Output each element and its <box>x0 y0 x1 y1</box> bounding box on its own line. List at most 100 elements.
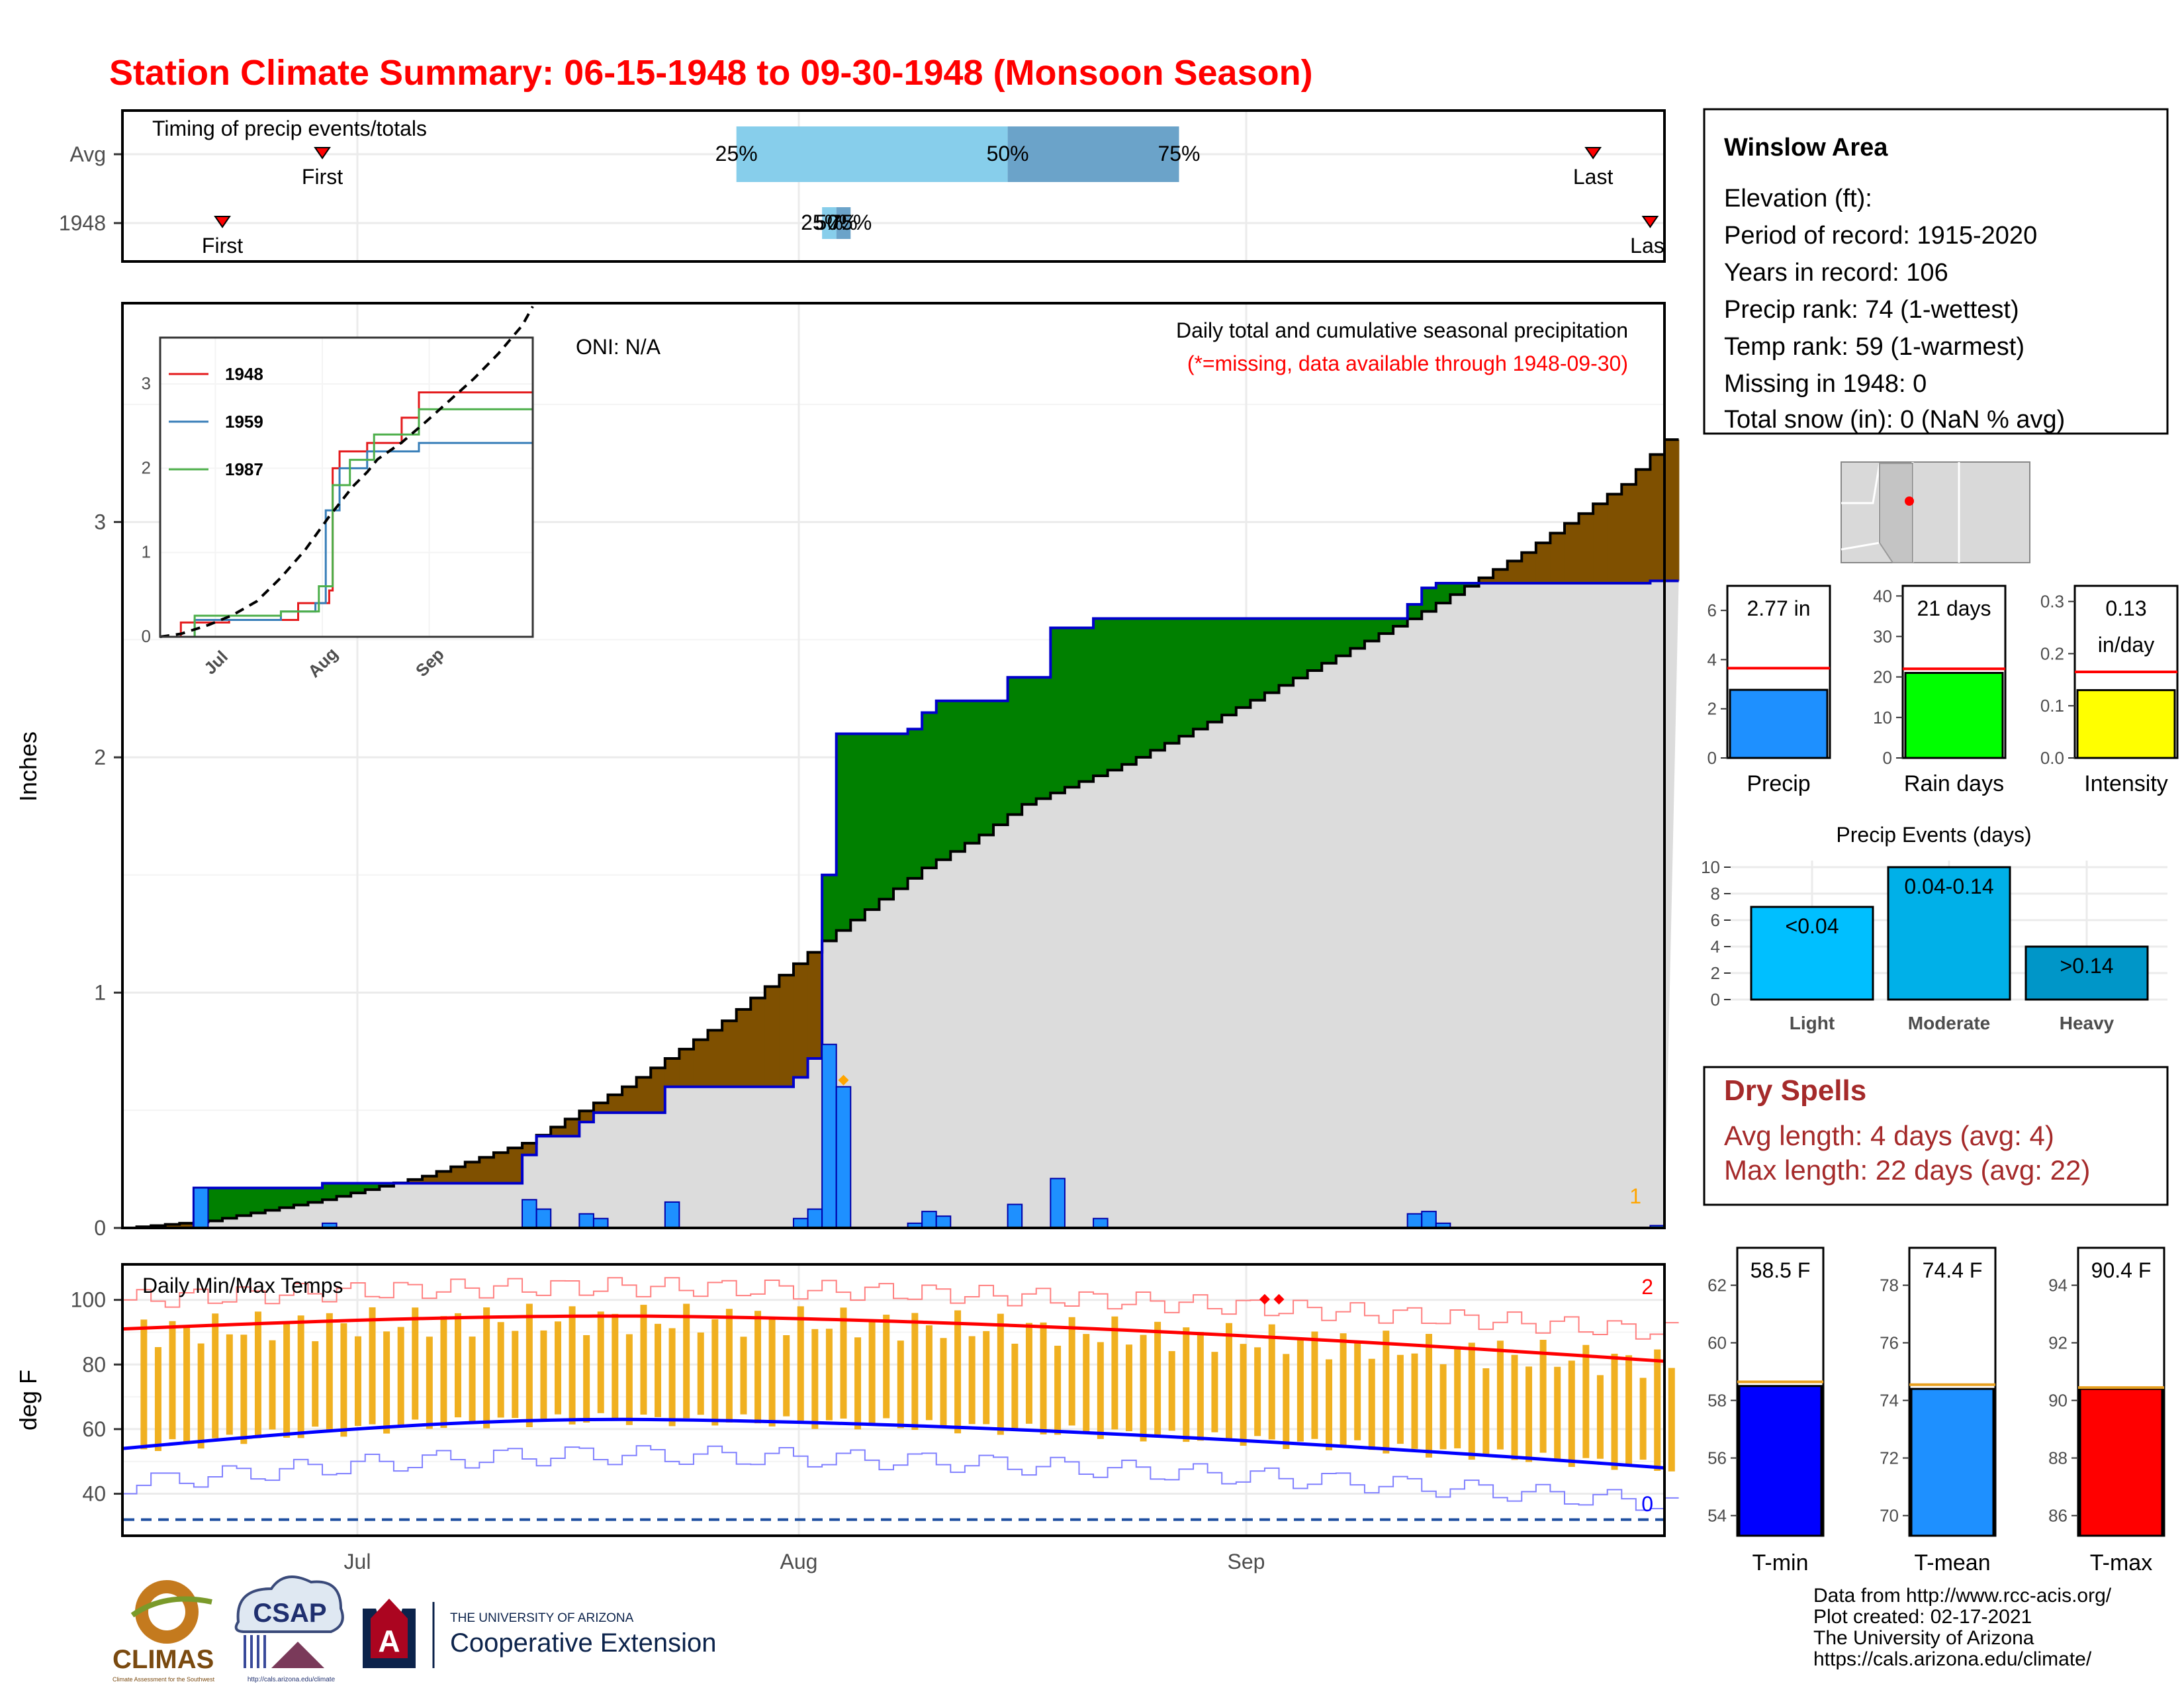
timing-quartile-label: 25% <box>801 211 843 234</box>
cumulative-surplus-area <box>351 1183 366 1194</box>
daily-temp-bar <box>1183 1327 1190 1442</box>
daily-temp-bar <box>497 1322 504 1418</box>
summary-value-label: 2.77 in <box>1747 596 1810 620</box>
record-high-marker <box>1259 1293 1270 1305</box>
daily-temp-bar <box>1525 1366 1533 1462</box>
temp-summary-ytick-label: 92 <box>2048 1333 2068 1353</box>
climas-tagline: Climate Assessment for the Southwest <box>113 1676 215 1683</box>
cumulative-surplus-area <box>1207 618 1223 722</box>
daily-precip-bar <box>578 1213 594 1229</box>
daily-temp-bar <box>612 1313 619 1421</box>
inset-ytick-label: 1 <box>142 542 151 562</box>
events-ytick-label: 10 <box>1701 857 1720 877</box>
daily-precip-bar <box>522 1199 537 1229</box>
daily-temp-bar <box>1140 1335 1147 1442</box>
daily-temp-bar <box>1297 1340 1304 1442</box>
daily-temp-bar <box>269 1340 276 1430</box>
summary-ytick-label: 0.0 <box>2040 748 2064 768</box>
cumulative-surplus-area <box>979 700 994 835</box>
temp-summary-label: T-mean <box>1914 1550 1990 1575</box>
temperature-summary-bars: 54 56 58 60 62 58.5 F T-min 70 72 74 76 78 74.4 F T-m… <box>1707 1246 2165 1575</box>
daily-precip-bar <box>1421 1211 1437 1229</box>
daily-temp-bar <box>354 1336 361 1427</box>
temps-frame <box>121 1263 1666 1537</box>
cumulative-surplus-area <box>1293 618 1308 679</box>
daily-temp-bar <box>555 1321 562 1415</box>
cumulative-surplus-area <box>893 733 909 889</box>
events-range-label: 0.04-0.14 <box>1904 874 1993 898</box>
temps-ytick-label: 100 <box>71 1288 106 1312</box>
temp-summary-ytick-label: 88 <box>2048 1448 2068 1468</box>
precip-ytick-label: 2 <box>94 745 106 769</box>
cumulative-deficit-area <box>436 1171 452 1184</box>
cumulative-surplus-area <box>1079 628 1094 782</box>
daily-temp-bar <box>1025 1323 1032 1424</box>
temp-summary-ytick-label: 72 <box>1880 1448 1899 1468</box>
x-tick-sep: Sep <box>1228 1550 1265 1573</box>
dry-spells-max: Max length: 22 days (avg: 22) <box>1724 1154 2090 1186</box>
page-title: Station Climate Summary: 06-15-1948 to 0… <box>109 53 1313 93</box>
timing-q25-q50-bar <box>736 126 1008 182</box>
events-category-label: Moderate <box>1908 1013 1990 1033</box>
events-range-label: >0.14 <box>2060 954 2114 978</box>
station-line: Total snow (in): 0 (NaN % avg) <box>1724 406 2065 434</box>
temp-summary-ytick-label: 62 <box>1707 1276 1727 1295</box>
daily-temp-bar <box>1639 1378 1647 1460</box>
cumulative-surplus-area <box>1379 618 1394 634</box>
daily-temp-bar <box>440 1316 447 1429</box>
inset-background <box>160 338 533 637</box>
daily-temp-bar <box>212 1313 219 1438</box>
daily-temp-bar <box>254 1311 261 1438</box>
precip-panel: 0 1 2 3 ONI: N/A Daily total and cumulative… <box>15 302 1680 1240</box>
events-range-label: <0.04 <box>1786 914 1839 938</box>
cumulative-deficit-area <box>508 1148 523 1184</box>
climas-wordmark: CLIMAS <box>113 1645 214 1674</box>
daily-temp-bar <box>1083 1334 1090 1433</box>
daily-temp-bar <box>140 1319 148 1450</box>
daily-temp-bar <box>226 1334 233 1435</box>
last-event-marker <box>1641 216 1659 228</box>
temps-ytick-label: 80 <box>82 1352 106 1376</box>
cumulative-deficit-area <box>165 1224 181 1228</box>
record-max-line <box>122 1277 1679 1340</box>
cumulative-surplus-area <box>279 1188 295 1208</box>
precip-frame <box>121 302 1666 1229</box>
cumulative-surplus-area <box>1450 583 1465 595</box>
cumulative-surplus-area <box>222 1188 238 1219</box>
cumulative-surplus-area <box>293 1188 309 1205</box>
temp-summary-bar <box>1738 1385 1823 1537</box>
daily-temp-bar <box>697 1332 704 1415</box>
cumulative-surplus-area <box>1250 618 1265 700</box>
timing-frame <box>121 109 1666 263</box>
station-line: Temp rank: 59 (1-warmest) <box>1724 333 2025 361</box>
daily-temp-bar <box>1040 1322 1047 1434</box>
cumulative-deficit-area <box>1493 569 1508 584</box>
daily-precip-bar <box>535 1208 552 1229</box>
daily-temp-bar <box>183 1326 191 1442</box>
last-event-label: Last <box>1573 165 1614 189</box>
daily-temp-bar <box>1340 1333 1347 1448</box>
daily-temp-bar <box>1439 1364 1447 1450</box>
timing-quartile-label: 25% <box>715 142 758 165</box>
daily-temp-bar <box>683 1303 690 1419</box>
timing-quartile-label: 75% <box>1158 142 1200 165</box>
csap-logo: CSAP http://cals.arizona.edu/climate <box>234 1575 344 1683</box>
cumulative-surplus-area <box>1007 677 1023 815</box>
record-high-marker <box>1273 1293 1285 1305</box>
cumulative-surplus-area <box>1179 618 1194 737</box>
x-tick-aug: Aug <box>780 1550 818 1573</box>
temp-summary-ytick-label: 70 <box>1880 1506 1899 1526</box>
daily-temp-bar <box>426 1336 433 1429</box>
station-line: Years in record: 106 <box>1724 259 1948 287</box>
precip-missing-note: (*=missing, data available through 1948-… <box>1187 352 1628 375</box>
daily-temp-bar <box>1240 1344 1247 1446</box>
cumulative-deficit-area <box>465 1162 480 1184</box>
daily-temp-bar <box>369 1307 376 1425</box>
daily-precip-bar <box>792 1217 809 1229</box>
station-location-marker <box>1905 496 1914 506</box>
summary-ytick-label: 0.1 <box>2040 696 2064 716</box>
temp-summary-ytick-label: 74 <box>1880 1391 1899 1411</box>
daily-temp-bar <box>483 1307 490 1429</box>
